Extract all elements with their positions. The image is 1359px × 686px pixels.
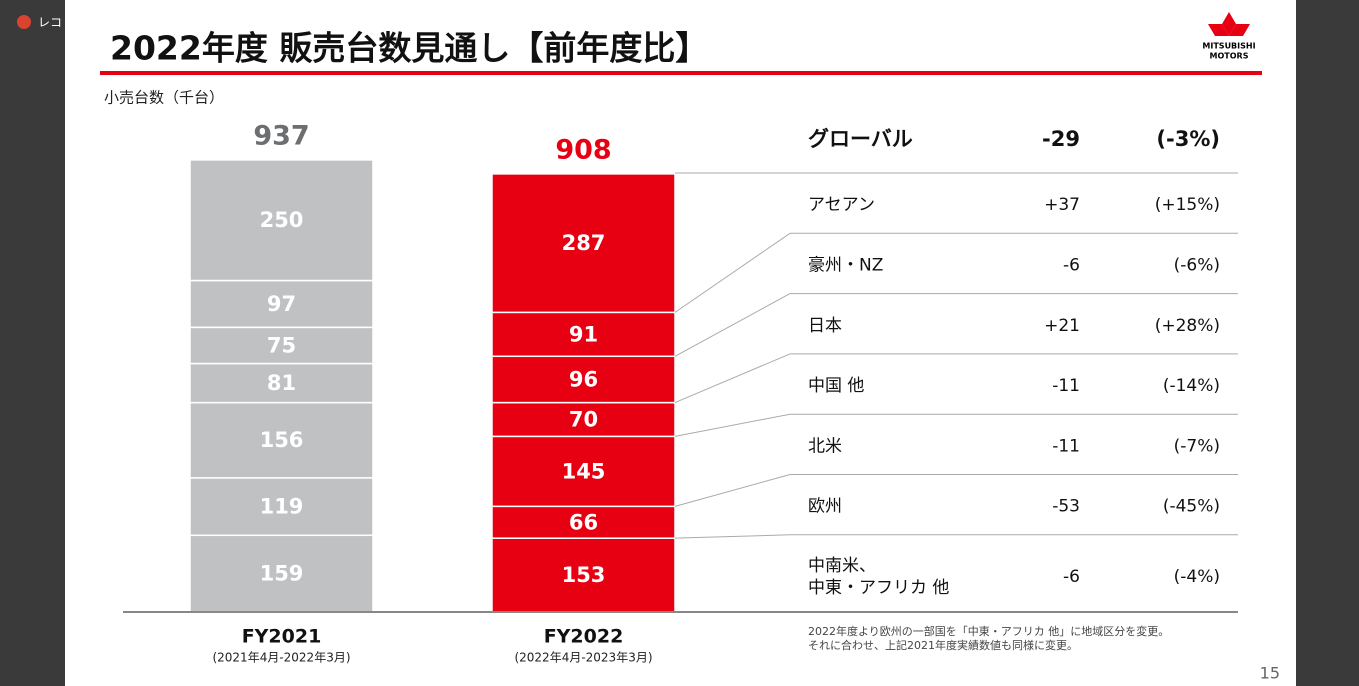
row-label: 豪州・NZ: [808, 254, 883, 275]
connector: [674, 413, 791, 437]
bar-segment: [189, 159, 374, 282]
row-change: -6: [1063, 567, 1080, 587]
logo: MITSUBISHI MOTORS: [1202, 12, 1256, 61]
segment-label: 159: [260, 562, 304, 586]
segment-label: 97: [267, 292, 296, 316]
bar-segment: [491, 311, 676, 358]
row-percent: (-45%): [1163, 497, 1220, 517]
row-label: 欧州: [808, 497, 842, 517]
connector: [674, 293, 791, 357]
row-label: 中国 他: [808, 376, 864, 396]
segment-label: 250: [260, 208, 304, 232]
segment-label: 81: [267, 371, 296, 395]
bar-segment: [491, 173, 676, 314]
row-label: 北米: [808, 436, 842, 456]
row-change: -11: [1052, 376, 1080, 396]
segment-label: 75: [267, 333, 296, 357]
segment-label: 66: [569, 510, 598, 534]
slide-title: 2022年度 販売台数見通し【前年度比】: [110, 29, 708, 68]
row-percent: (-3%): [1156, 127, 1220, 151]
connector: [674, 534, 791, 539]
connector: [674, 474, 791, 507]
x-tick-sublabel: (2022年4月-2023年3月): [514, 651, 652, 665]
row-label: 日本: [808, 316, 842, 336]
logo-text: MITSUBISHI: [1202, 42, 1255, 51]
bar-segment: [189, 279, 374, 329]
row-label-line: 中東・アフリカ 他: [808, 578, 949, 598]
recording-label: レコ: [38, 16, 62, 30]
x-tick-label: FY2022: [544, 626, 624, 648]
row-change: +37: [1044, 195, 1080, 215]
x-tick-label: FY2021: [242, 626, 322, 648]
bar-segment: [189, 326, 374, 365]
logo-text: MOTORS: [1210, 52, 1249, 61]
segment-label: 96: [569, 367, 598, 391]
bar-segment: [491, 401, 676, 438]
connector: [674, 353, 791, 404]
x-tick-sublabel: (2021年4月-2022年3月): [212, 651, 350, 665]
row-change: -11: [1052, 436, 1080, 456]
segment-label: 91: [569, 322, 598, 346]
bar-segment: [491, 505, 676, 539]
bar-segment: [189, 401, 374, 479]
total-label: 937: [253, 120, 309, 151]
row-percent: (-4%): [1174, 567, 1220, 587]
footnote: 2022年度より欧州の一部国を「中東・アフリカ 他」に地域区分を変更。: [808, 624, 1169, 638]
row-change: -53: [1052, 497, 1080, 517]
segment-label: 70: [569, 407, 598, 431]
record-icon: [17, 15, 31, 29]
row-percent: (+15%): [1155, 195, 1220, 215]
bar-segment: [189, 362, 374, 404]
logo-diamond: [1229, 24, 1250, 36]
segment-label: 156: [260, 428, 304, 452]
segment-label: 145: [562, 459, 606, 483]
title-rule: [100, 71, 1262, 75]
logo-diamond: [1208, 24, 1229, 36]
row-label: アセアン: [808, 195, 875, 215]
footnote: それに合わせ、上記2021年度実績数値も同様に変更。: [808, 638, 1078, 652]
page-number: 15: [1260, 664, 1280, 683]
total-label: 908: [555, 134, 611, 165]
row-percent: (-6%): [1174, 255, 1220, 275]
unit-label: 小売台数（千台）: [104, 89, 224, 107]
bar-segment: [189, 477, 374, 537]
segment-label: 119: [260, 495, 304, 519]
connector: [674, 232, 791, 313]
row-change: +21: [1044, 316, 1080, 336]
row-label-line: 中南米、: [808, 556, 876, 576]
bar-segment: [491, 435, 676, 508]
segment-label: 287: [562, 231, 606, 255]
bar-segment: [189, 534, 374, 613]
row-change: -29: [1042, 127, 1080, 151]
row-percent: (-7%): [1174, 436, 1220, 456]
row-label: グローバル: [808, 127, 913, 151]
row-percent: (+28%): [1155, 316, 1220, 336]
row-percent: (-14%): [1163, 376, 1220, 396]
row-label: 中南米、中東・アフリカ 他: [808, 556, 949, 598]
row-change: -6: [1063, 255, 1080, 275]
segment-label: 153: [562, 563, 606, 587]
